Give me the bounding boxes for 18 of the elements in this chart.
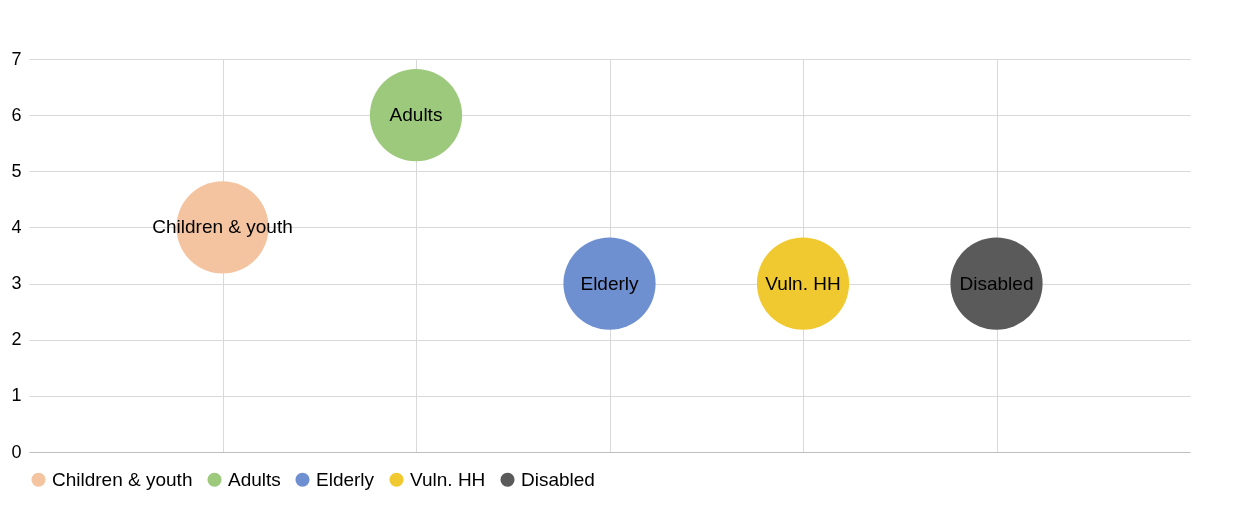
y-tick-label: 5 bbox=[11, 160, 22, 181]
y-tick-label: 2 bbox=[11, 329, 22, 350]
legend-label: Children & youth bbox=[52, 468, 193, 490]
text: Adults bbox=[389, 104, 443, 126]
y-tick-label: 6 bbox=[11, 104, 22, 125]
y-tick-label: 0 bbox=[11, 441, 22, 462]
legend-label: Adults bbox=[228, 468, 281, 490]
y-tick-label: 1 bbox=[11, 385, 22, 406]
y-tick-label: 4 bbox=[11, 216, 22, 237]
legend-label: Elderly bbox=[316, 468, 375, 490]
legend-label: Disabled bbox=[521, 468, 595, 490]
y-tick-label: 3 bbox=[11, 273, 22, 294]
legend-label: Vuln. HH bbox=[410, 468, 486, 490]
y-tick-label: 7 bbox=[11, 48, 22, 69]
text: Disabled bbox=[959, 272, 1034, 294]
text: Vuln. HH bbox=[765, 272, 841, 294]
text: Elderly bbox=[580, 272, 639, 294]
text: Children & youth bbox=[152, 216, 293, 238]
